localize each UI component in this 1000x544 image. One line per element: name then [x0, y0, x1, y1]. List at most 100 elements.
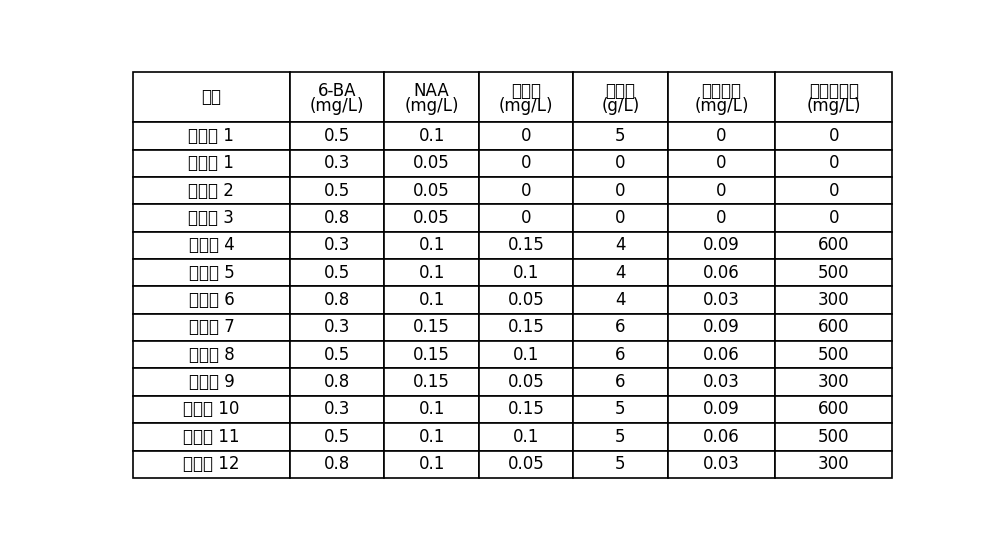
- Text: 0.05: 0.05: [508, 373, 544, 391]
- Text: 0.09: 0.09: [703, 400, 740, 418]
- Bar: [384, 423, 479, 450]
- Bar: [775, 150, 892, 177]
- Bar: [290, 286, 384, 314]
- Bar: [133, 122, 290, 150]
- Bar: [668, 286, 775, 314]
- Text: 0.05: 0.05: [413, 209, 450, 227]
- Bar: [133, 204, 290, 232]
- Text: 0.05: 0.05: [413, 154, 450, 172]
- Bar: [133, 286, 290, 314]
- Bar: [668, 423, 775, 450]
- Text: 0.15: 0.15: [413, 373, 450, 391]
- Bar: [479, 314, 573, 341]
- Text: 300: 300: [818, 455, 850, 473]
- Bar: [668, 204, 775, 232]
- Bar: [290, 177, 384, 204]
- Text: 0.5: 0.5: [324, 428, 350, 446]
- Text: 0.05: 0.05: [508, 291, 544, 309]
- Text: 500: 500: [818, 346, 850, 364]
- Text: 0.05: 0.05: [413, 182, 450, 200]
- Bar: [668, 122, 775, 150]
- Bar: [775, 314, 892, 341]
- Text: 0: 0: [615, 209, 626, 227]
- Bar: [775, 368, 892, 396]
- Bar: [775, 122, 892, 150]
- Text: 0: 0: [716, 127, 727, 145]
- Text: 0.15: 0.15: [508, 400, 544, 418]
- Bar: [133, 232, 290, 259]
- Text: 6: 6: [615, 373, 626, 391]
- Text: 水解酪蛋白: 水解酪蛋白: [809, 82, 859, 100]
- Text: 0.15: 0.15: [413, 318, 450, 336]
- Text: 试验组 12: 试验组 12: [183, 455, 240, 473]
- Text: 0.03: 0.03: [703, 373, 740, 391]
- Text: 0: 0: [829, 182, 839, 200]
- Bar: [384, 72, 479, 122]
- Bar: [133, 450, 290, 478]
- Bar: [133, 150, 290, 177]
- Text: 0.8: 0.8: [324, 209, 350, 227]
- Bar: [668, 259, 775, 286]
- Bar: [384, 259, 479, 286]
- Bar: [384, 341, 479, 368]
- Text: 6-BA: 6-BA: [318, 82, 356, 100]
- Text: 试验组 4: 试验组 4: [189, 236, 234, 254]
- Bar: [384, 150, 479, 177]
- Text: 0.15: 0.15: [508, 236, 544, 254]
- Text: 0.3: 0.3: [324, 154, 350, 172]
- Bar: [133, 314, 290, 341]
- Text: 0: 0: [829, 127, 839, 145]
- Text: 4: 4: [615, 264, 626, 282]
- Text: 二氧化锡: 二氧化锡: [701, 82, 741, 100]
- Text: 5: 5: [615, 127, 626, 145]
- Bar: [573, 72, 668, 122]
- Bar: [668, 232, 775, 259]
- Text: 300: 300: [818, 291, 850, 309]
- Bar: [479, 204, 573, 232]
- Text: 0.06: 0.06: [703, 428, 740, 446]
- Text: 4: 4: [615, 291, 626, 309]
- Bar: [573, 232, 668, 259]
- Bar: [290, 259, 384, 286]
- Text: 0: 0: [521, 209, 531, 227]
- Text: 0.15: 0.15: [508, 318, 544, 336]
- Bar: [133, 396, 290, 423]
- Text: 4: 4: [615, 236, 626, 254]
- Text: 0.03: 0.03: [703, 291, 740, 309]
- Bar: [775, 286, 892, 314]
- Bar: [290, 150, 384, 177]
- Bar: [668, 150, 775, 177]
- Text: 0.1: 0.1: [418, 455, 445, 473]
- Bar: [668, 450, 775, 478]
- Text: 5: 5: [615, 400, 626, 418]
- Bar: [573, 396, 668, 423]
- Text: 编号: 编号: [201, 88, 221, 106]
- Bar: [479, 177, 573, 204]
- Text: 500: 500: [818, 264, 850, 282]
- Text: 0.1: 0.1: [418, 400, 445, 418]
- Text: 0: 0: [521, 127, 531, 145]
- Bar: [384, 204, 479, 232]
- Bar: [573, 368, 668, 396]
- Bar: [133, 177, 290, 204]
- Text: (mg/L): (mg/L): [694, 97, 749, 115]
- Bar: [668, 396, 775, 423]
- Bar: [384, 232, 479, 259]
- Text: NAA: NAA: [414, 82, 449, 100]
- Text: 试验组 9: 试验组 9: [189, 373, 234, 391]
- Bar: [775, 423, 892, 450]
- Bar: [775, 232, 892, 259]
- Text: 0.8: 0.8: [324, 373, 350, 391]
- Bar: [133, 72, 290, 122]
- Text: 试验组 3: 试验组 3: [188, 209, 234, 227]
- Text: 0.09: 0.09: [703, 318, 740, 336]
- Text: 试验组 6: 试验组 6: [189, 291, 234, 309]
- Text: 试验组 1: 试验组 1: [188, 154, 234, 172]
- Text: 试验组 11: 试验组 11: [183, 428, 240, 446]
- Text: 活性炭: 活性炭: [605, 82, 635, 100]
- Bar: [668, 72, 775, 122]
- Text: 对照组 1: 对照组 1: [188, 127, 234, 145]
- Text: 0.1: 0.1: [418, 236, 445, 254]
- Text: 0.5: 0.5: [324, 264, 350, 282]
- Bar: [479, 368, 573, 396]
